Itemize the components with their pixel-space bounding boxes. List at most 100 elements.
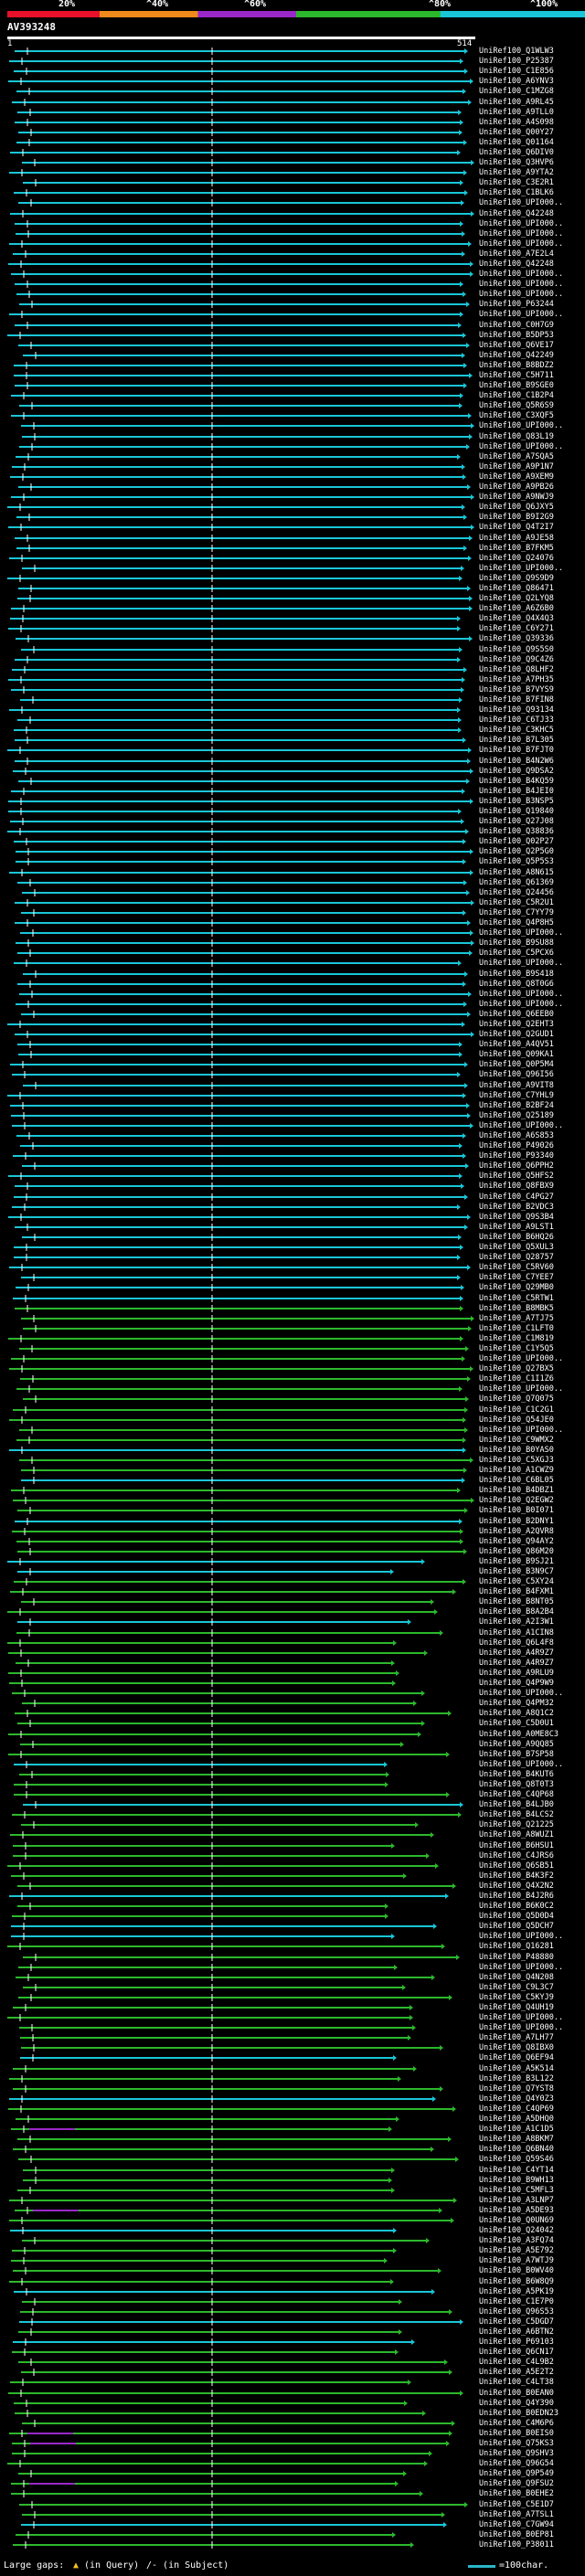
- hit-row[interactable]: UniRef100_UPI000..: [0, 229, 585, 239]
- hit-row[interactable]: UniRef100_B4LJB0: [0, 1800, 585, 1809]
- hit-label-link[interactable]: UniRef100_Q86M20: [479, 1546, 554, 1556]
- hit-row[interactable]: UniRef100_B7L305: [0, 736, 585, 745]
- hit-row[interactable]: UniRef100_Q7Q075: [0, 1394, 585, 1404]
- hit-row[interactable]: UniRef100_C5PCX6: [0, 949, 585, 958]
- hit-label-link[interactable]: UniRef100_UPI000..: [479, 441, 564, 451]
- hit-label-link[interactable]: UniRef100_B9SGE0: [479, 381, 554, 391]
- hit-label-link[interactable]: UniRef100_A3LNP7: [479, 2195, 554, 2205]
- hit-row[interactable]: UniRef100_C1BLK6: [0, 188, 585, 197]
- hit-label-link[interactable]: UniRef100_A7WTJ9: [479, 2256, 554, 2266]
- hit-row[interactable]: UniRef100_B3L122: [0, 2074, 585, 2083]
- hit-row[interactable]: UniRef100_C6Y271: [0, 624, 585, 633]
- hit-label-link[interactable]: UniRef100_A1CWZ9: [479, 1466, 554, 1475]
- hit-row[interactable]: UniRef100_C7YEE7: [0, 1273, 585, 1282]
- hit-row[interactable]: UniRef100_B4FXM1: [0, 1587, 585, 1596]
- hit-row[interactable]: UniRef100_A1CWZ9: [0, 1466, 585, 1475]
- hit-label-link[interactable]: UniRef100_UPI000..: [479, 290, 564, 300]
- hit-row[interactable]: UniRef100_C1LFT0: [0, 1324, 585, 1333]
- hit-row[interactable]: UniRef100_C5R2U1: [0, 898, 585, 907]
- hit-row[interactable]: UniRef100_Q9S5S0: [0, 645, 585, 654]
- hit-label-link[interactable]: UniRef100_Q28757: [479, 1253, 554, 1263]
- hit-row[interactable]: UniRef100_B2VDC3: [0, 1203, 585, 1212]
- hit-label-link[interactable]: UniRef100_C4M6P6: [479, 2418, 554, 2428]
- hit-label-link[interactable]: UniRef100_Q96S53: [479, 2306, 554, 2316]
- hit-row[interactable]: UniRef100_A1CIN8: [0, 1628, 585, 1638]
- hit-row[interactable]: UniRef100_UPI000..: [0, 1000, 585, 1009]
- hit-row[interactable]: UniRef100_UPI000..: [0, 1963, 585, 1972]
- hit-label-link[interactable]: UniRef100_Q9S3B4: [479, 1212, 554, 1222]
- hit-label-link[interactable]: UniRef100_B0EIS0: [479, 2428, 554, 2438]
- hit-row[interactable]: UniRef100_A3LNP7: [0, 2196, 585, 2205]
- hit-label-link[interactable]: UniRef100_C5E1D7: [479, 2499, 554, 2509]
- hit-row[interactable]: UniRef100_Q6CN17: [0, 2348, 585, 2357]
- hit-row[interactable]: UniRef100_B7SP58: [0, 1750, 585, 1759]
- hit-label-link[interactable]: UniRef100_Q6PPH2: [479, 1161, 554, 1171]
- hit-label-link[interactable]: UniRef100_Q42248: [479, 260, 554, 269]
- hit-row[interactable]: UniRef100_C1E7P0: [0, 2297, 585, 2306]
- hit-row[interactable]: UniRef100_Q3HVP6: [0, 158, 585, 167]
- hit-row[interactable]: UniRef100_A3FQ74: [0, 2236, 585, 2245]
- hit-row[interactable]: UniRef100_Q4N208: [0, 1973, 585, 1982]
- hit-label-link[interactable]: UniRef100_P49026: [479, 1141, 554, 1151]
- hit-row[interactable]: UniRef100_C1MZG8: [0, 87, 585, 96]
- hit-label-link[interactable]: UniRef100_A9JE58: [479, 533, 554, 543]
- hit-label-link[interactable]: UniRef100_A9TLL0: [479, 107, 554, 117]
- hit-row[interactable]: UniRef100_A5E792: [0, 2246, 585, 2255]
- hit-label-link[interactable]: UniRef100_Q29MB0: [479, 1283, 554, 1293]
- hit-label-link[interactable]: UniRef100_B6HSU1: [479, 1840, 554, 1850]
- hit-label-link[interactable]: UniRef100_A9NWJ9: [479, 493, 554, 503]
- hit-label-link[interactable]: UniRef100_Q8LHF2: [479, 664, 554, 674]
- hit-row[interactable]: UniRef100_Q8FBX9: [0, 1182, 585, 1191]
- hit-label-link[interactable]: UniRef100_C1C2G1: [479, 1405, 554, 1415]
- hit-row[interactable]: UniRef100_A1C1D5: [0, 2125, 585, 2134]
- hit-row[interactable]: UniRef100_C4M6P6: [0, 2419, 585, 2428]
- hit-label-link[interactable]: UniRef100_A9QQ85: [479, 1739, 554, 1749]
- hit-label-link[interactable]: UniRef100_UPI000..: [479, 1932, 564, 1942]
- hit-row[interactable]: UniRef100_Q39336: [0, 634, 585, 643]
- hit-label-link[interactable]: UniRef100_B6W8Q9: [479, 2276, 554, 2286]
- hit-row[interactable]: UniRef100_Q4X2N2: [0, 1882, 585, 1891]
- hit-row[interactable]: UniRef100_A7TJ75: [0, 1314, 585, 1323]
- hit-label-link[interactable]: UniRef100_Q4N208: [479, 1972, 554, 1982]
- hit-label-link[interactable]: UniRef100_Q5D0D4: [479, 1912, 554, 1922]
- hit-row[interactable]: UniRef100_Q21225: [0, 1820, 585, 1829]
- hit-label-link[interactable]: UniRef100_A7SQA5: [479, 451, 554, 461]
- hit-row[interactable]: UniRef100_C7YY79: [0, 908, 585, 917]
- hit-label-link[interactable]: UniRef100_Q4UH19: [479, 2003, 554, 2012]
- hit-row[interactable]: UniRef100_Q01164: [0, 138, 585, 147]
- hit-row[interactable]: UniRef100_C1I1Z6: [0, 1374, 585, 1383]
- hit-row[interactable]: UniRef100_Q9S9D9: [0, 574, 585, 583]
- hit-label-link[interactable]: UniRef100_Q4P9W9: [479, 1679, 554, 1688]
- hit-row[interactable]: UniRef100_UPI000..: [0, 2013, 585, 2022]
- hit-row[interactable]: UniRef100_C6TJ33: [0, 716, 585, 725]
- hit-row[interactable]: UniRef100_C3XQF5: [0, 411, 585, 420]
- hit-label-link[interactable]: UniRef100_A4S098: [479, 117, 554, 127]
- hit-label-link[interactable]: UniRef100_UPI000..: [479, 959, 564, 969]
- hit-row[interactable]: UniRef100_A7WTJ9: [0, 2256, 585, 2265]
- hit-row[interactable]: UniRef100_Q5XUL3: [0, 1243, 585, 1252]
- hit-label-link[interactable]: UniRef100_B0EP81: [479, 2529, 554, 2539]
- hit-row[interactable]: UniRef100_UPI000..: [0, 1689, 585, 1698]
- hit-label-link[interactable]: UniRef100_Q6L4F8: [479, 1638, 554, 1648]
- hit-row[interactable]: UniRef100_P38011: [0, 2540, 585, 2549]
- hit-row[interactable]: UniRef100_Q7YST8: [0, 2084, 585, 2094]
- hit-label-link[interactable]: UniRef100_C0H7G9: [479, 320, 554, 330]
- hit-label-link[interactable]: UniRef100_C1LFT0: [479, 1323, 554, 1333]
- hit-label-link[interactable]: UniRef100_Q1WLW3: [479, 47, 554, 56]
- hit-row[interactable]: UniRef100_Q2P5G0: [0, 847, 585, 856]
- hit-row[interactable]: UniRef100_Q5HFS2: [0, 1171, 585, 1181]
- hit-label-link[interactable]: UniRef100_C3KHC5: [479, 726, 554, 736]
- hit-label-link[interactable]: UniRef100_Q2P5G0: [479, 847, 554, 857]
- hit-row[interactable]: UniRef100_UPI000..: [0, 928, 585, 938]
- hit-row[interactable]: UniRef100_C7YHL9: [0, 1091, 585, 1100]
- hit-label-link[interactable]: UniRef100_C4L9B2: [479, 2358, 554, 2368]
- hit-label-link[interactable]: UniRef100_C4JRS6: [479, 1850, 554, 1860]
- hit-label-link[interactable]: UniRef100_C1Y5Q5: [479, 1343, 554, 1353]
- hit-row[interactable]: UniRef100_Q19840: [0, 807, 585, 816]
- hit-label-link[interactable]: UniRef100_C5PCX6: [479, 949, 554, 959]
- hit-label-link[interactable]: UniRef100_C7YHL9: [479, 1090, 554, 1100]
- hit-row[interactable]: UniRef100_Q27J08: [0, 817, 585, 826]
- hit-label-link[interactable]: UniRef100_A4QV51: [479, 1040, 554, 1050]
- hit-label-link[interactable]: UniRef100_UPI000..: [479, 1962, 564, 1972]
- hit-row[interactable]: UniRef100_Q59S46: [0, 2155, 585, 2164]
